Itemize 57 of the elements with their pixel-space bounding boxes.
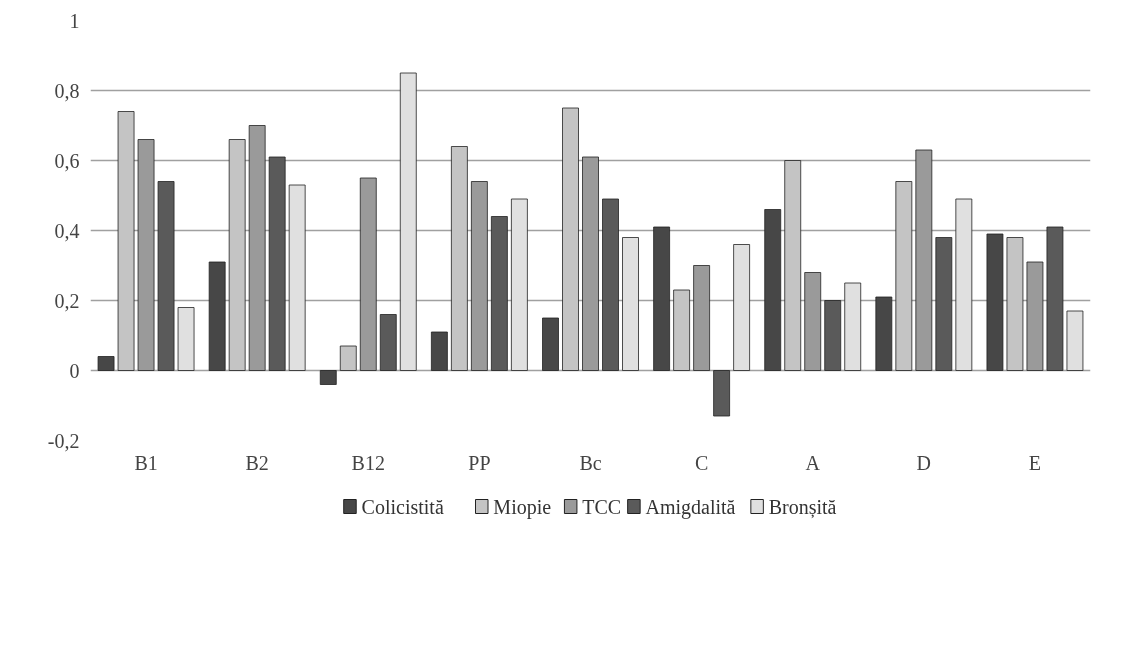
bar (713, 370, 731, 417)
y-tick-label: 1 (69, 9, 80, 32)
legend-label: TCC (582, 495, 622, 518)
bar (1066, 310, 1084, 371)
bar (319, 370, 337, 385)
x-tick-label: B2 (245, 451, 269, 474)
bar (399, 72, 417, 371)
legend-label: Miopie (493, 495, 552, 519)
bar (490, 216, 508, 371)
legend-label: Bronșită (768, 495, 837, 519)
bar (986, 233, 1004, 371)
x-tick-label: Bc (579, 451, 602, 474)
bar (157, 181, 175, 371)
bar (450, 146, 468, 371)
bar (844, 282, 862, 371)
y-tick-label: 0 (69, 359, 80, 382)
bar (1046, 226, 1064, 371)
bar (379, 314, 397, 371)
legend-label: Amigdalită (645, 495, 736, 519)
bar (542, 317, 559, 371)
bar (733, 244, 751, 371)
bar (268, 156, 286, 371)
bar (764, 209, 782, 371)
bar (784, 160, 802, 371)
bar (622, 237, 639, 371)
bar (177, 307, 195, 371)
y-tick-label: 0,4 (54, 219, 80, 242)
bar (288, 184, 306, 371)
bar (117, 111, 135, 371)
bar (602, 198, 619, 371)
bar (562, 107, 579, 371)
bar (339, 345, 357, 371)
y-tick-label: 0,8 (54, 79, 80, 102)
x-tick-label: B12 (351, 451, 385, 474)
x-tick-label: B1 (134, 451, 158, 474)
x-tick-label: D (916, 451, 932, 474)
x-tick-label: PP (468, 451, 491, 474)
bar (955, 198, 973, 371)
y-tick-label: 0,2 (54, 289, 80, 312)
x-tick-label: E (1028, 451, 1042, 474)
bar (510, 198, 528, 371)
bar (97, 356, 115, 371)
x-tick-label: A (805, 451, 821, 474)
y-tick-label: -0,2 (47, 429, 80, 452)
bar (895, 181, 913, 371)
bar (228, 139, 246, 371)
legend-label: Colicistită (361, 495, 444, 518)
bar (673, 289, 691, 371)
bar (1006, 237, 1024, 371)
bar (824, 300, 842, 371)
bar (653, 226, 671, 371)
bar (875, 296, 893, 371)
x-tick-label: C (694, 451, 709, 474)
y-tick-label: 0,6 (54, 149, 80, 172)
bar (935, 237, 953, 371)
bar (208, 261, 226, 371)
bar (430, 331, 448, 371)
